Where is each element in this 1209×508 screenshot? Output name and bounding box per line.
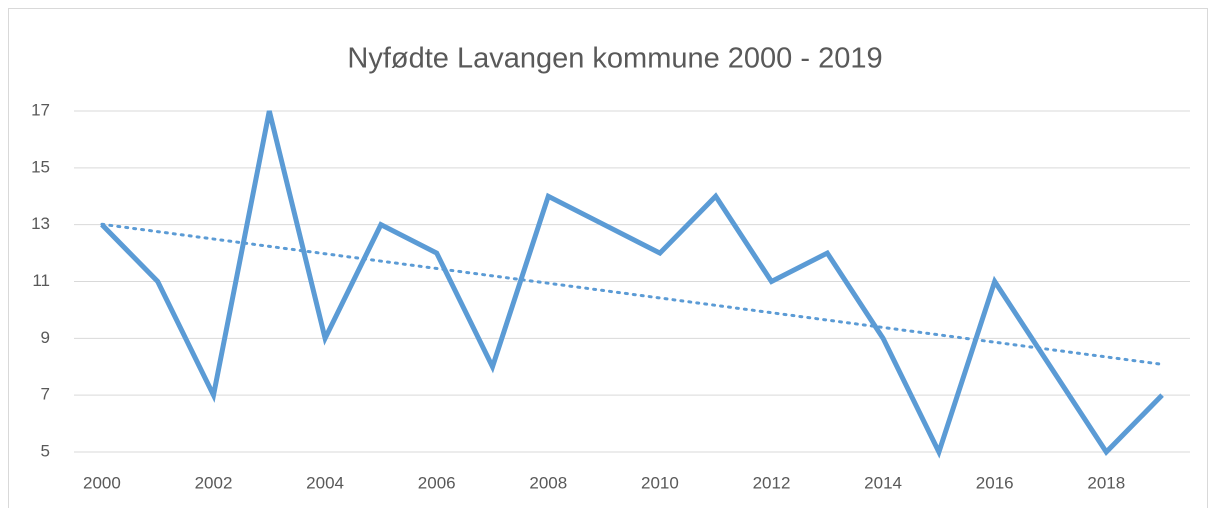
y-tick-label: 17 — [31, 100, 50, 119]
y-tick-label: 5 — [41, 441, 50, 460]
x-tick-label: 2000 — [83, 473, 121, 492]
x-tick-label: 2014 — [864, 473, 902, 492]
x-tick-label: 2016 — [976, 473, 1014, 492]
x-tick-label: 2006 — [418, 473, 456, 492]
series-line — [100, 110, 1164, 459]
x-tick-label: 2018 — [1087, 473, 1125, 492]
x-tick-label: 2010 — [641, 473, 679, 492]
x-tick-label: 2012 — [753, 473, 791, 492]
y-tick-label: 13 — [31, 214, 50, 233]
y-tick-label: 11 — [32, 271, 50, 290]
y-tick-label: 7 — [41, 385, 50, 404]
x-tick-label: 2008 — [529, 473, 567, 492]
y-tick-label: 9 — [41, 328, 50, 347]
x-tick-label: 2002 — [195, 473, 233, 492]
x-tick-label: 2004 — [306, 473, 344, 492]
chart-title: Nyfødte Lavangen kommune 2000 - 2019 — [347, 43, 882, 75]
chart-frame — [8, 8, 1208, 508]
trendline — [100, 222, 1164, 366]
y-tick-label: 15 — [31, 157, 50, 176]
